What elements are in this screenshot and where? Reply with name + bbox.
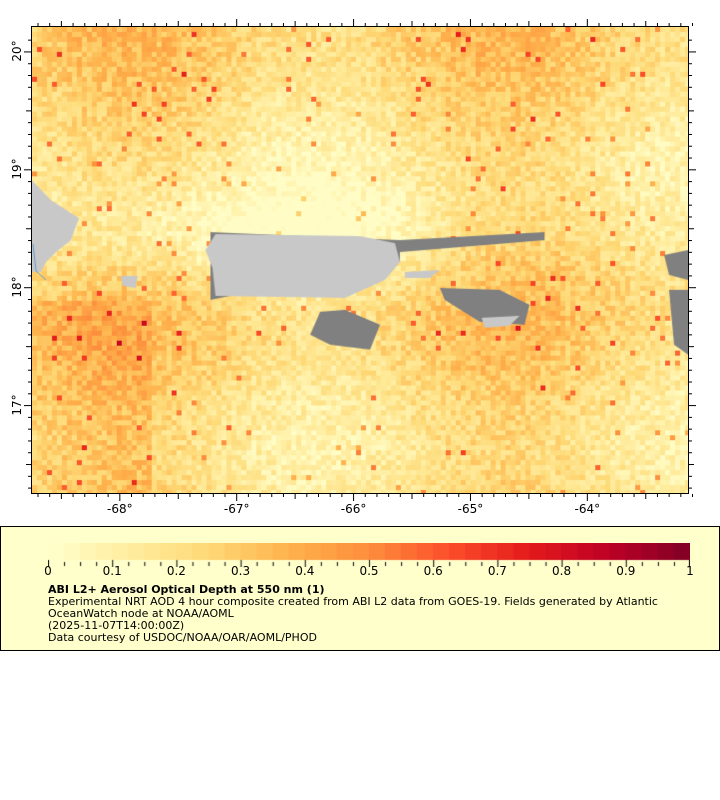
colorbar-label: 0.1 [102, 564, 122, 578]
legend-description-cont: OceanWatch node at NOAA/AOML [48, 607, 234, 620]
colorbar-label: 0.4 [295, 564, 315, 578]
lon-tick-label: -65° [457, 502, 484, 516]
lon-tick-label: -64° [574, 502, 601, 516]
aod-map [31, 26, 689, 494]
lat-tick-label: 20° [10, 40, 24, 62]
legend-title: ABI L2+ Aerosol Optical Depth at 550 nm … [48, 583, 325, 596]
colorbar-label: 0.7 [487, 564, 507, 578]
legend-description: Experimental NRT AOD 4 hour composite cr… [48, 595, 658, 608]
map-axes [24, 19, 696, 501]
legend-panel: 0 0.1 0.2 0.3 0.4 0.5 0.6 0.7 0.8 0.9 1 ABI L2+ Ae… [0, 526, 720, 651]
lat-tick-label: 18° [10, 276, 24, 298]
lat-tick-label: 19° [10, 158, 24, 180]
colorbar-label: 1 [686, 564, 694, 578]
colorbar-label: 0.9 [616, 564, 636, 578]
colorbar-label: 0.2 [166, 564, 186, 578]
colorbar-label: 0.5 [359, 564, 379, 578]
legend-credit: Data courtesy of USDOC/NOAA/OAR/AOML/PHO… [48, 631, 317, 644]
lon-tick-label: -67° [223, 502, 250, 516]
colorbar-label: 0.8 [552, 564, 572, 578]
legend-time: (2025-11-07T14:00:00Z) [48, 619, 185, 632]
lon-tick-label: -68° [107, 502, 133, 516]
colorbar [48, 543, 690, 567]
colorbar-label: 0.3 [231, 564, 251, 578]
lat-tick-label: 17° [10, 393, 24, 416]
colorbar-label: 0.6 [423, 564, 443, 578]
lon-tick-label: -66° [340, 502, 367, 516]
colorbar-label: 0 [44, 564, 52, 578]
